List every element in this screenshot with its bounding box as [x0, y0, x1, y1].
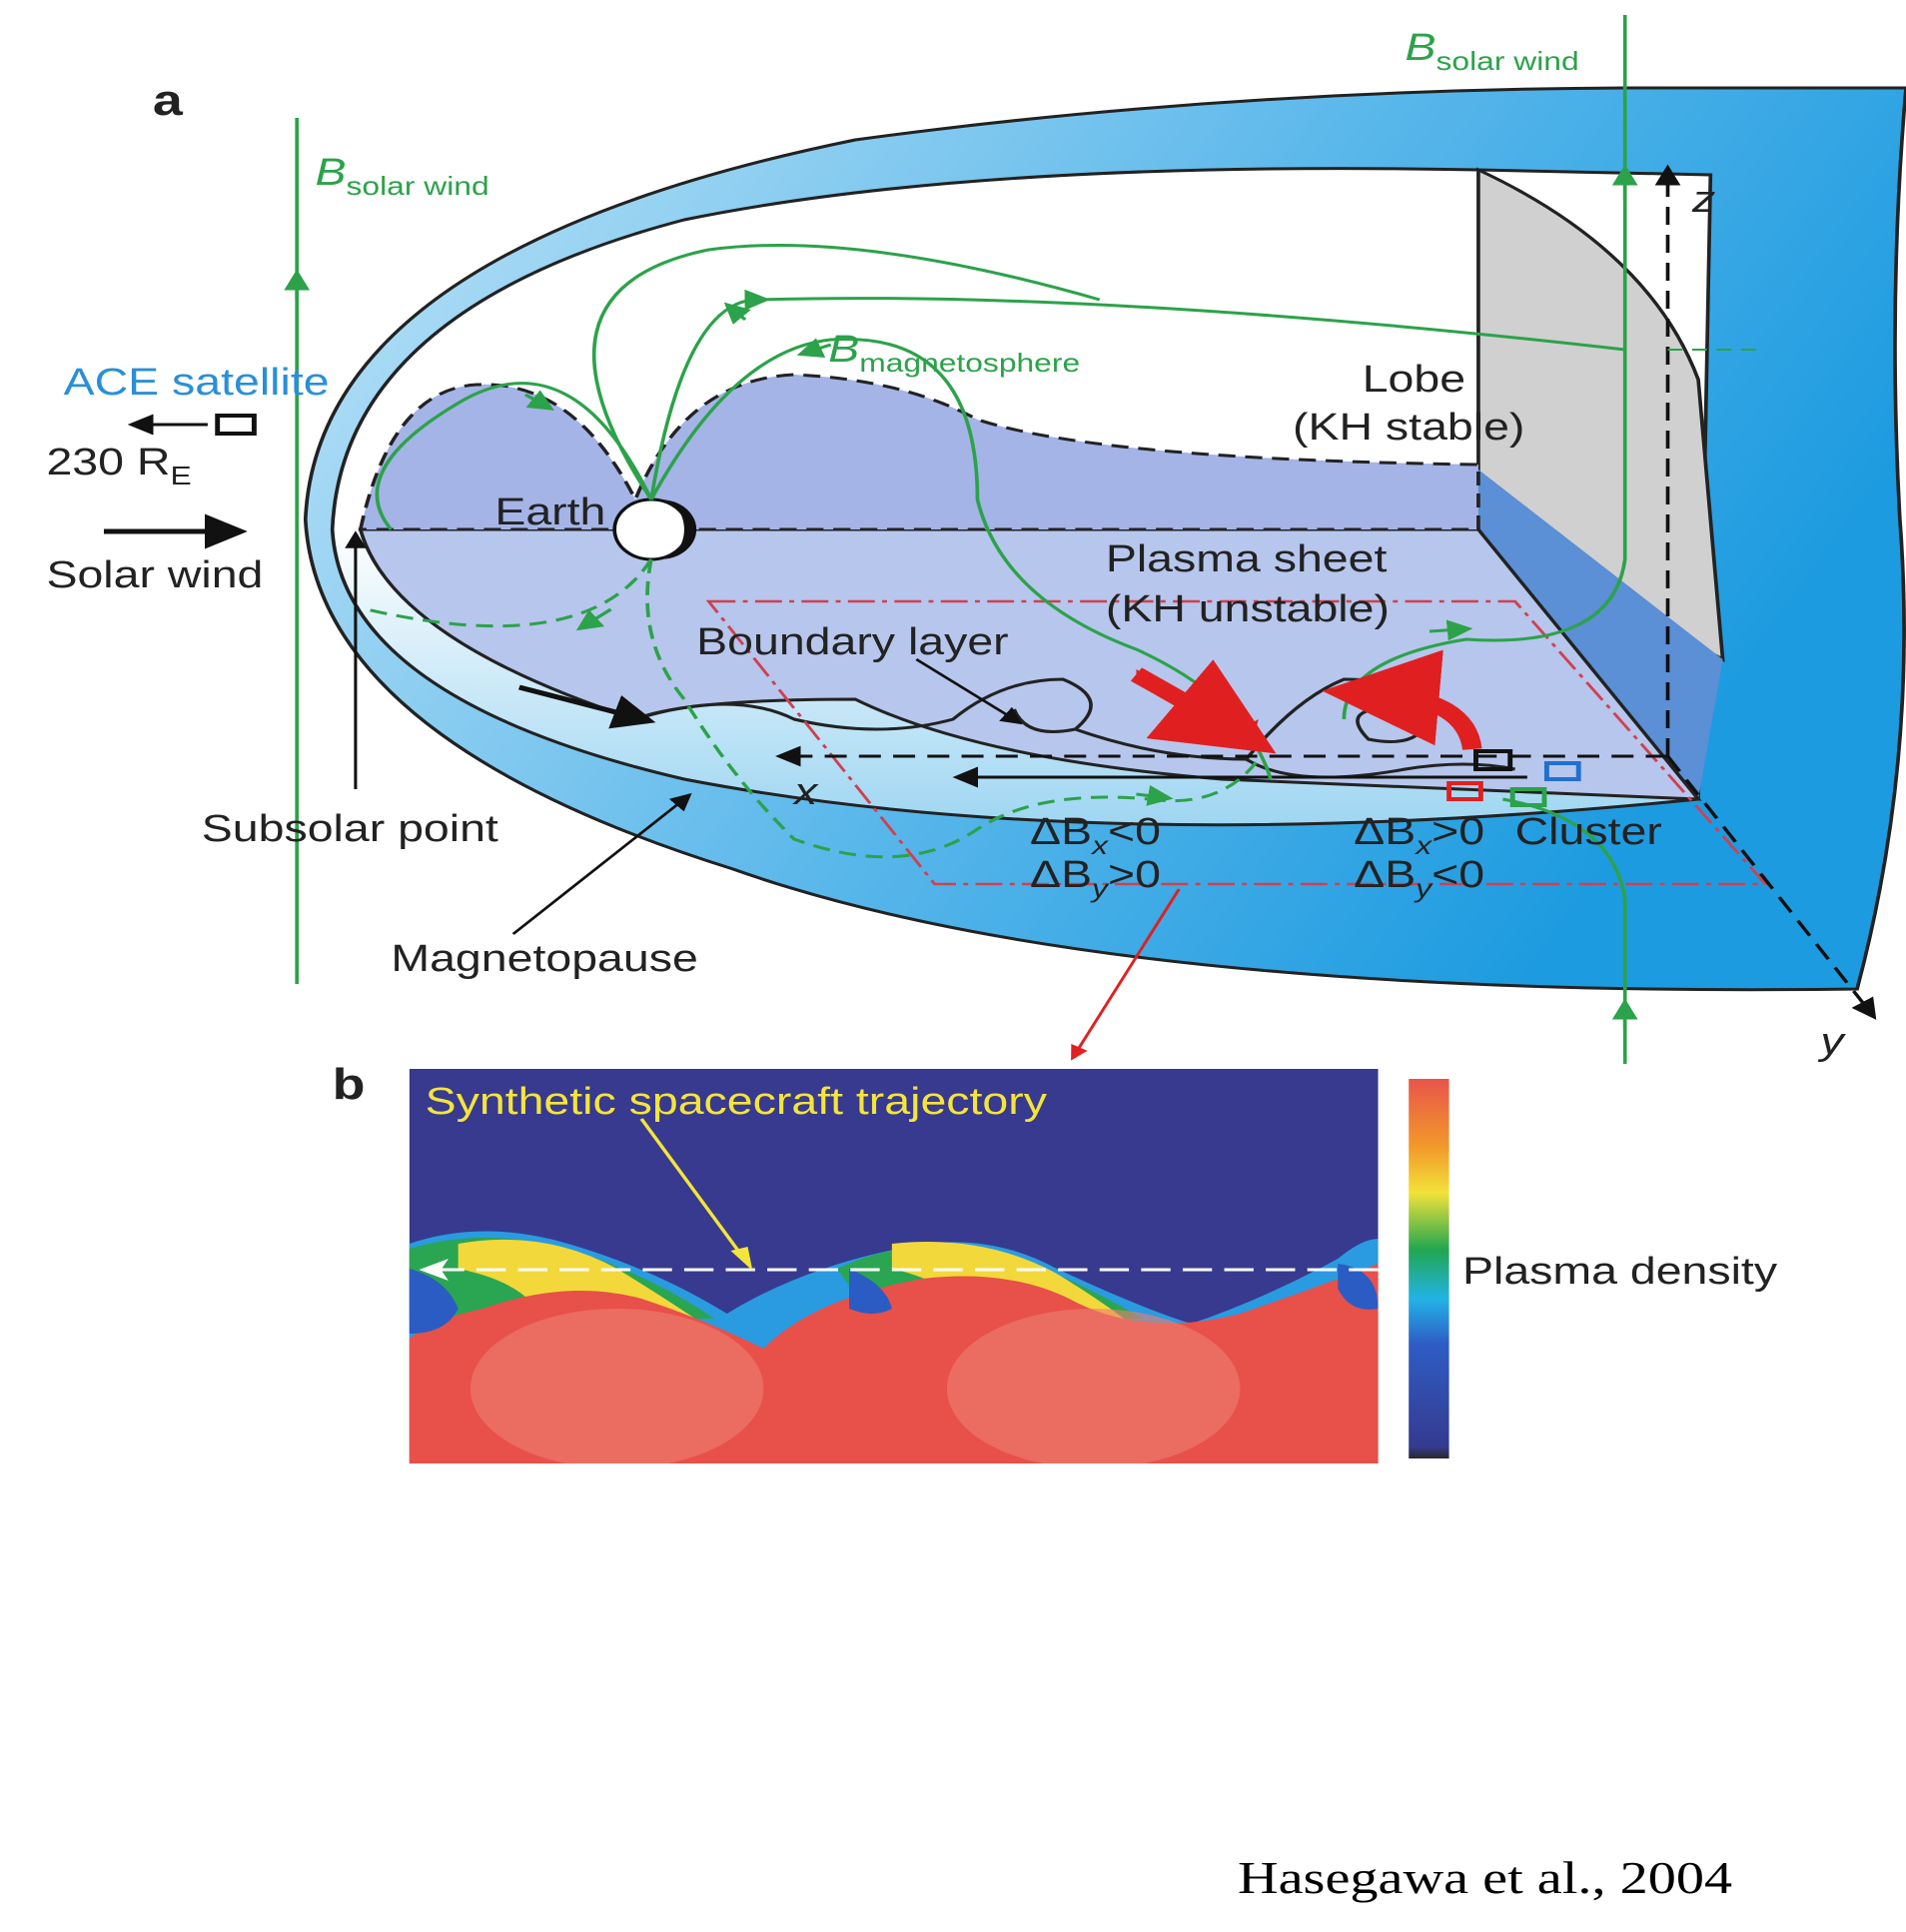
subscript: x	[1414, 832, 1433, 861]
cluster-label: Cluster	[1515, 810, 1662, 852]
distance-label: 230 RE	[46, 441, 191, 490]
ace-label: ACE satellite	[64, 361, 330, 403]
axis-label: z	[1691, 178, 1715, 220]
solar-wind-label: Solar wind	[46, 553, 263, 595]
axis-label: x	[792, 770, 819, 812]
earth	[614, 499, 687, 559]
lobe-label: Lobe	[1363, 358, 1465, 400]
field-label: Bsolar wind	[316, 151, 489, 201]
lobe-label: (KH stable)	[1293, 406, 1524, 448]
density-shading	[471, 1309, 764, 1468]
magnetopause-label: Magnetopause	[391, 937, 697, 979]
page: a Bsolar wind Bsolar wind Bmagnetosphere…	[0, 0, 1906, 1932]
delta: ΔB	[1030, 810, 1092, 852]
distance: 230 R	[46, 441, 170, 483]
boundary-layer-label: Boundary layer	[696, 620, 1009, 662]
delta: >0	[1431, 810, 1484, 852]
subsolar-label: Subsolar point	[202, 807, 498, 849]
field-label: Bsolar wind	[1406, 26, 1579, 76]
delta: >0	[1108, 853, 1161, 895]
panel-label: b	[333, 1061, 366, 1109]
figure: a Bsolar wind Bsolar wind Bmagnetosphere…	[0, 0, 1906, 1932]
colorbar-label: Plasma density	[1462, 1250, 1778, 1292]
citation: Hasegawa et al., 2004	[1238, 1853, 1732, 1904]
delta: ΔB	[1030, 853, 1092, 895]
symbol: B	[316, 151, 347, 193]
subscript: y	[1090, 875, 1110, 904]
axis-label: y	[1817, 1020, 1847, 1062]
symbol: B	[1406, 26, 1436, 68]
symbol: B	[828, 328, 859, 370]
field-arrow	[1430, 629, 1460, 631]
delta: ΔB	[1354, 810, 1416, 852]
subscript: magnetosphere	[859, 350, 1080, 379]
subscript: E	[170, 463, 191, 491]
delta: <0	[1431, 853, 1484, 895]
delta: ΔB	[1354, 853, 1416, 895]
colorbar	[1409, 1079, 1448, 1458]
density-shading	[947, 1309, 1241, 1468]
trajectory-label: Synthetic spacecraft trajectory	[426, 1080, 1048, 1122]
simulation	[410, 1069, 1379, 1468]
subscript: solar wind	[347, 173, 489, 202]
subscript: x	[1090, 832, 1110, 861]
panel-label: a	[153, 77, 184, 125]
plasma-sheet-label: Plasma sheet	[1106, 537, 1388, 579]
delta: <0	[1108, 810, 1161, 852]
earth-label: Earth	[494, 490, 605, 532]
plasma-sheet-label: (KH unstable)	[1106, 587, 1390, 629]
subscript: solar wind	[1436, 48, 1579, 77]
subscript: y	[1414, 875, 1433, 904]
ace-icon	[218, 416, 255, 434]
